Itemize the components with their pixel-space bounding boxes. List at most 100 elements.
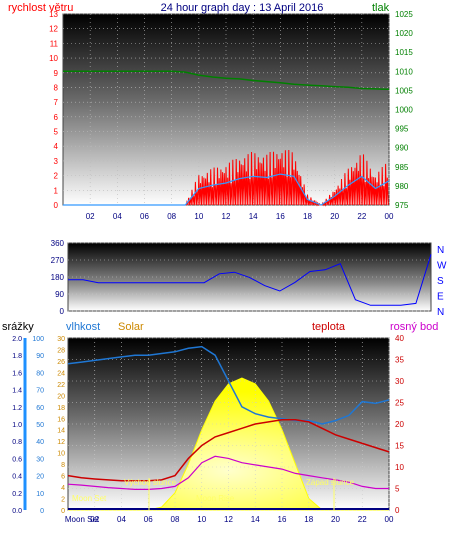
pressure-tick-label: 1020: [395, 29, 413, 38]
temperature-tick-label: 20: [395, 420, 404, 429]
compass-label: W: [437, 261, 447, 272]
time-axis-top: 02 04 06 08 10 12 14 16 18 20 22 00: [86, 212, 394, 221]
rain-tick-label: 0.8: [12, 439, 22, 446]
wind-tick-label: 1: [54, 186, 59, 195]
humidity-tick-label: 0: [40, 508, 44, 515]
solar-tick-label: 16: [57, 416, 65, 423]
direction-tick-label: 180: [51, 273, 65, 282]
time-tick-label: 16: [278, 515, 287, 524]
solar-tick-label: 6: [61, 474, 65, 481]
time-tick-label: 04: [113, 212, 122, 221]
time-tick-label: 14: [251, 515, 260, 524]
time-tick-label: 10: [194, 212, 203, 221]
pressure-line: [63, 70, 390, 91]
temperature-axis: 0 5 10 15 20 25 30 35 40: [395, 334, 404, 515]
rain-tick-label: 0.2: [12, 491, 22, 498]
wind-tick-label: 12: [49, 25, 58, 34]
wind-tick-label: 10: [49, 54, 58, 63]
wind-tick-label: 0: [54, 201, 59, 210]
wind-tick-label: 7: [54, 98, 59, 107]
pressure-axis: 975 980 985 990 995 1000 1005 1010 1015 1020 1025: [395, 10, 413, 210]
time-tick-label: 20: [331, 515, 340, 524]
wind-tick-label: 6: [54, 113, 59, 122]
temperature-tick-label: 10: [395, 463, 404, 472]
pressure-tick-label: 1010: [395, 67, 413, 76]
rain-tick-label: 1.6: [12, 370, 22, 377]
humidity-tick-label: 40: [36, 439, 44, 446]
compass-label: E: [437, 292, 444, 303]
temperature-axis-title: teplota: [312, 321, 346, 333]
wind-pressure-series: [63, 70, 390, 207]
humidity-tick-label: 100: [32, 336, 44, 343]
direction-tick-label: 360: [51, 239, 65, 248]
solar-tick-label: 30: [57, 336, 65, 343]
direction-tick-label: 270: [51, 256, 65, 265]
time-tick-label: 08: [167, 212, 176, 221]
rain-tick-label: 1.8: [12, 353, 22, 360]
time-tick-label: 00: [385, 212, 394, 221]
pressure-tick-label: 1000: [395, 106, 413, 115]
solar-tick-label: 24: [57, 370, 65, 377]
rain-tick-label: 0.6: [12, 456, 22, 463]
humidity-axis-title: vlhkost: [66, 321, 100, 333]
humidity-axis: 0 10 20 30 40 50 60 70 80 90 100: [32, 336, 44, 515]
compass-label: S: [437, 276, 444, 287]
temperature-tick-label: 0: [395, 506, 400, 515]
solar-tick-label: 12: [57, 439, 65, 446]
time-tick-label: 16: [276, 212, 285, 221]
temperature-tick-label: 5: [395, 485, 400, 494]
time-tick-label: 00: [385, 515, 394, 524]
humidity-tick-label: 80: [36, 370, 44, 377]
time-tick-label: 04: [117, 515, 126, 524]
time-tick-label: 14: [249, 212, 258, 221]
wind-direction-grid: [68, 242, 431, 312]
sunset-label: Západ slunce: [306, 478, 355, 487]
humidity-tick-label: 20: [36, 474, 44, 481]
time-tick-label: 12: [224, 515, 233, 524]
pressure-tick-label: 980: [395, 182, 409, 191]
solar-tick-label: 22: [57, 382, 65, 389]
wind-average-line: [63, 173, 390, 206]
time-tick-label: 22: [358, 515, 367, 524]
time-tick-label: 02: [86, 212, 95, 221]
rain-tick-label: 0.0: [12, 508, 22, 515]
pressure-tick-label: 1005: [395, 86, 413, 95]
rain-tick-label: 1.2: [12, 405, 22, 412]
wind-tick-label: 5: [54, 128, 59, 137]
wind-tick-label: 2: [54, 172, 59, 181]
wind-tick-label: 13: [49, 10, 58, 19]
time-tick-label: 20: [330, 212, 339, 221]
time-tick-label: 18: [303, 212, 312, 221]
pressure-tick-label: 1025: [395, 10, 413, 19]
moonset-label: Moon Set: [72, 494, 107, 503]
rain-axis: 0.0 0.2 0.4 0.6 0.8 1.0 1.2 1.4 1.6 1.8 2.0: [12, 336, 27, 515]
solar-tick-label: 28: [57, 347, 65, 354]
rain-axis-title: srážky: [2, 321, 34, 333]
temperature-humidity-series: [67, 345, 390, 510]
humidity-tick-label: 50: [36, 422, 44, 429]
pressure-tick-label: 1015: [395, 48, 413, 57]
wind-direction-series: [68, 254, 432, 306]
time-tick-label: 02: [90, 515, 99, 524]
time-tick-label: 08: [171, 515, 180, 524]
time-tick-label: 06: [140, 212, 149, 221]
rain-tick-label: 1.4: [12, 388, 22, 395]
solar-tick-label: 26: [57, 359, 65, 366]
direction-tick-label: 0: [60, 307, 65, 316]
time-tick-label: 06: [144, 515, 153, 524]
solar-tick-label: 8: [61, 462, 65, 469]
time-tick-label: 22: [357, 212, 366, 221]
pressure-tick-label: 975: [395, 201, 409, 210]
solar-tick-label: 0: [61, 508, 65, 515]
dewpoint-axis-title: rosný bod: [390, 321, 438, 333]
humidity-tick-label: 10: [36, 491, 44, 498]
time-tick-label: 10: [197, 515, 206, 524]
solar-tick-label: 10: [57, 451, 65, 458]
temperature-tick-label: 35: [395, 356, 404, 365]
